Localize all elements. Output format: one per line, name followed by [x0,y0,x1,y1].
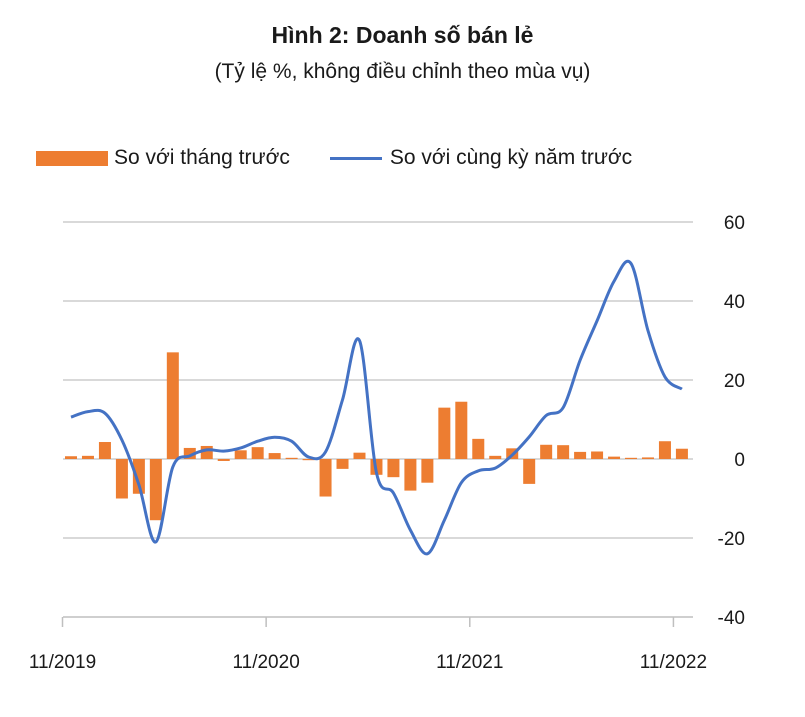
legend-item-mom: So với tháng trước [36,146,290,170]
legend-swatch-bar [36,150,108,166]
bar [557,445,570,459]
bar [421,459,434,483]
chart-title: Hình 2: Doanh số bán lẻ [271,22,534,48]
bar [387,459,400,478]
bar [251,447,264,459]
legend-swatch-line [329,156,382,160]
bar [217,459,230,461]
bar [489,455,502,459]
y-tick-label: -20 [718,529,745,550]
bar [200,445,213,459]
bar [115,459,128,499]
bar [285,457,298,459]
x-tick-label: 11/2021 [436,652,503,673]
bar [98,442,111,459]
y-tick-label: 40 [724,292,745,313]
bar [166,352,179,459]
bar [455,401,468,459]
bar [591,451,604,459]
bar [608,456,621,459]
bar [404,459,417,491]
legend-item-yoy: So với cùng kỳ năm trước [329,146,633,170]
x-tick-label: 11/2019 [29,652,96,673]
bar [353,452,366,459]
line-series-yoy [70,259,683,556]
bar [149,459,162,521]
bar [81,455,94,459]
x-tick-label: 11/2022 [640,652,707,673]
bar [65,456,77,459]
bar [183,447,196,459]
legend: So với tháng trước So với cùng kỳ năm tr… [36,146,672,170]
bar [438,407,451,459]
y-tick-label: 0 [734,450,745,471]
bar [641,457,654,459]
y-tick-label: 20 [724,371,745,392]
bar [268,453,281,459]
bar [675,448,688,459]
bar [302,459,315,461]
bar [625,457,638,459]
bar [319,459,332,497]
bar [472,438,485,459]
bar [523,459,536,484]
chart-subtitle: (Tỷ lệ %, không điều chỉnh theo mùa vụ) [214,60,591,83]
x-tick-label: 11/2020 [232,652,299,673]
bar [658,441,671,459]
bar [336,459,349,469]
bar [234,450,247,459]
legend-label-mom: So với tháng trước [114,146,290,169]
y-tick-label: 60 [724,213,745,234]
y-tick-label: -40 [718,608,745,629]
bar [540,444,553,459]
bar [132,459,145,494]
legend-label-yoy: So với cùng kỳ năm trước [389,146,633,169]
bar [574,451,587,459]
